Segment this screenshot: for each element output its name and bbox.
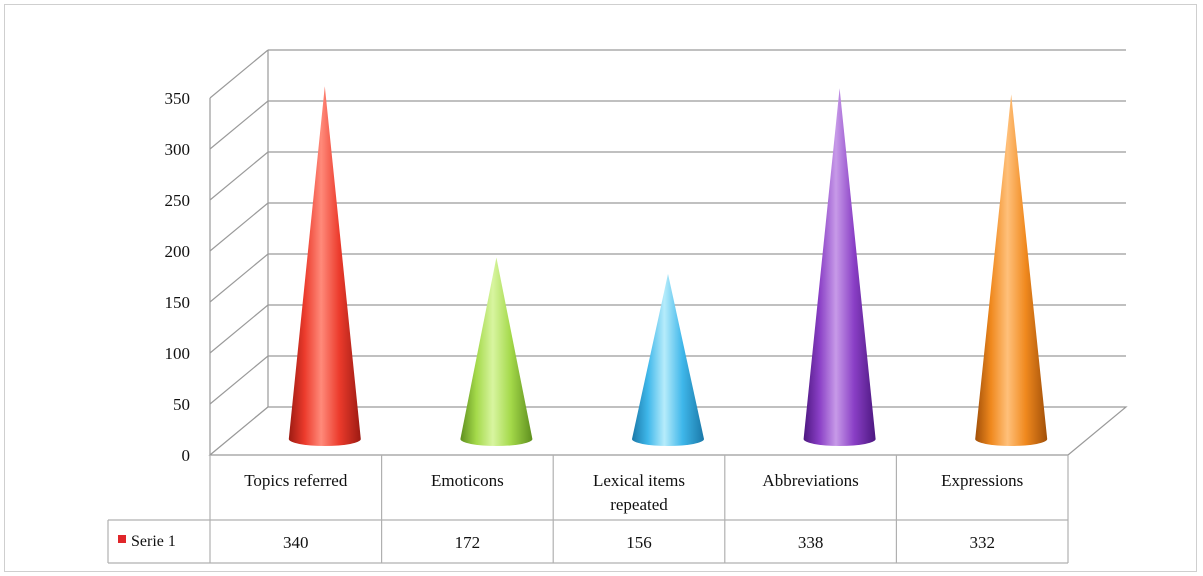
side-wall-gridlines bbox=[209, 49, 269, 456]
y-tick-label: 350 bbox=[165, 89, 191, 108]
y-tick-label: 200 bbox=[165, 242, 191, 261]
cone-bar bbox=[632, 273, 704, 446]
side-gridline bbox=[209, 49, 269, 99]
y-tick-label: 50 bbox=[173, 395, 190, 414]
cone-bar bbox=[460, 257, 533, 446]
side-gridline bbox=[209, 304, 269, 354]
y-axis-tick-labels: 0 50 100 150 200 250 300 350 bbox=[165, 89, 191, 465]
data-value-label: 338 bbox=[798, 533, 824, 552]
x-category-label: Lexical items bbox=[593, 471, 685, 490]
x-category-label: Expressions bbox=[941, 471, 1023, 490]
y-tick-label: 0 bbox=[182, 446, 191, 465]
side-gridline bbox=[209, 100, 269, 150]
legend-swatch bbox=[118, 535, 126, 543]
legend-series-name: Serie 1 bbox=[131, 533, 176, 550]
side-gridline bbox=[209, 151, 269, 201]
side-gridline bbox=[209, 202, 269, 252]
x-category-label: Abbreviations bbox=[762, 471, 858, 490]
cone-bar bbox=[288, 86, 361, 446]
cone-bar bbox=[803, 88, 876, 447]
side-gridline bbox=[209, 253, 269, 303]
side-gridline bbox=[209, 355, 269, 405]
data-table: Topics referred Emoticons Lexical items rep… bbox=[107, 455, 1069, 564]
cone-series bbox=[288, 86, 1048, 447]
data-value-label: 172 bbox=[455, 533, 481, 552]
cone-bar bbox=[975, 94, 1048, 446]
y-tick-label: 100 bbox=[165, 344, 191, 363]
data-value-label: 156 bbox=[626, 533, 652, 552]
y-tick-label: 300 bbox=[165, 140, 191, 159]
data-value-label: 332 bbox=[969, 533, 995, 552]
y-tick-label: 150 bbox=[165, 293, 191, 312]
x-category-label: Topics referred bbox=[244, 471, 348, 490]
y-tick-label: 250 bbox=[165, 191, 191, 210]
x-category-label: repeated bbox=[610, 495, 668, 514]
data-value-label: 340 bbox=[283, 533, 309, 552]
back-wall-gridlines bbox=[268, 49, 1126, 357]
x-category-label: Emoticons bbox=[431, 471, 504, 490]
